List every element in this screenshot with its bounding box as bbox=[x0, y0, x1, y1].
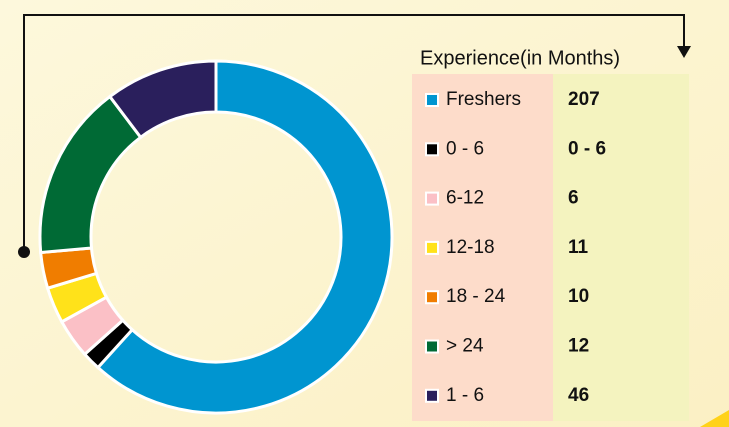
legend-label: Freshers bbox=[446, 89, 521, 110]
legend-count: 11 bbox=[568, 237, 589, 258]
legend-swatch bbox=[425, 142, 439, 157]
legend-swatch bbox=[425, 191, 439, 206]
slice bbox=[107, 59, 218, 140]
legend-count: 0 - 6 bbox=[568, 138, 606, 159]
legend-swatch bbox=[425, 93, 439, 107]
bracket-arrow bbox=[677, 46, 691, 58]
legend-value-column bbox=[553, 74, 689, 421]
legend-label: 0 - 6 bbox=[446, 138, 484, 159]
bracket-line bbox=[23, 14, 685, 252]
legend-label: 1 - 6 bbox=[446, 385, 484, 406]
legend-count: 207 bbox=[568, 89, 600, 110]
legend-count: 10 bbox=[568, 286, 589, 307]
legend-label: 6-12 bbox=[446, 188, 484, 209]
legend-title: Experience(in Months) bbox=[420, 47, 620, 69]
legend-count: 6 bbox=[568, 188, 579, 209]
legend-count: 12 bbox=[568, 336, 589, 357]
legend-swatch bbox=[425, 240, 439, 255]
legend-swatch bbox=[425, 339, 439, 354]
legend-count: 46 bbox=[568, 385, 589, 406]
legend-label: 18 - 24 bbox=[446, 286, 506, 307]
donut bbox=[38, 59, 394, 415]
bracket-dot bbox=[18, 246, 30, 258]
legend-swatch bbox=[425, 290, 439, 305]
corner-accent bbox=[700, 410, 729, 427]
legend-label: 12-18 bbox=[446, 237, 495, 258]
legend-label: > 24 bbox=[446, 336, 484, 357]
legend-swatch bbox=[425, 388, 439, 403]
slice bbox=[95, 59, 394, 415]
